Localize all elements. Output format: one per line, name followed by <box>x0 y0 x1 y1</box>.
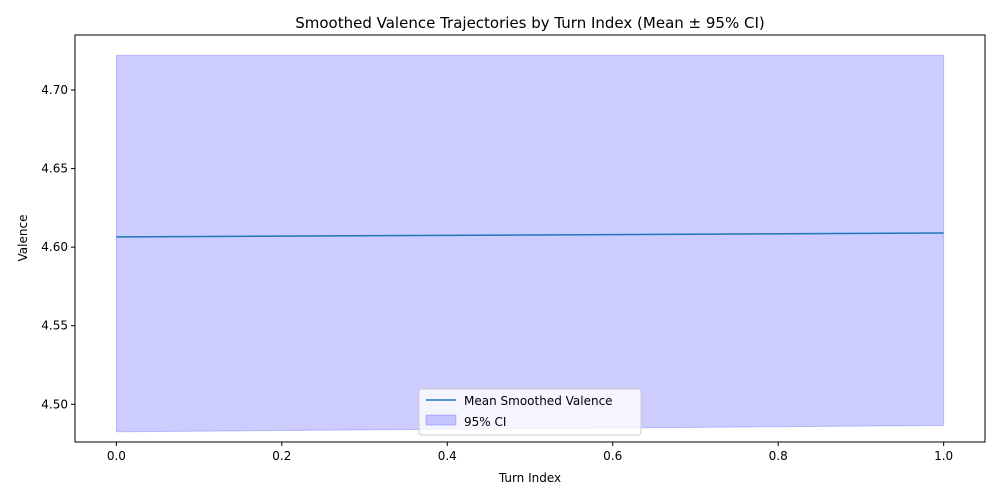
chart-title: Smoothed Valence Trajectories by Turn In… <box>295 14 764 32</box>
ci-band <box>115 54 945 433</box>
x-tick-label: 0.4 <box>438 449 457 463</box>
y-tick-label: 4.70 <box>41 83 68 97</box>
y-tick-label: 4.55 <box>41 319 68 333</box>
legend-label-ci: 95% CI <box>464 415 506 429</box>
x-tick-label: 0.8 <box>769 449 788 463</box>
x-tick-label: 0.2 <box>272 449 291 463</box>
x-tick-label: 1.0 <box>934 449 953 463</box>
y-tick-label: 4.65 <box>41 162 68 176</box>
legend: Mean Smoothed Valence 95% CI <box>418 388 642 436</box>
y-axis-label: Valence <box>16 215 30 262</box>
x-axis: 0.0 0.2 0.4 0.6 0.8 1.0 <box>107 442 953 463</box>
plot-frame <box>74 34 986 443</box>
plot-area <box>115 54 945 433</box>
legend-box <box>418 388 642 436</box>
x-axis-label: Turn Index <box>498 471 561 485</box>
legend-swatch-ci <box>425 414 457 426</box>
x-tick-label: 0.0 <box>107 449 126 463</box>
y-axis: 4.50 4.55 4.60 4.65 4.70 <box>41 83 75 411</box>
y-tick-label: 4.60 <box>41 240 68 254</box>
mean-line <box>116 232 944 238</box>
legend-label-mean: Mean Smoothed Valence <box>464 394 613 408</box>
y-tick-label: 4.50 <box>41 397 68 411</box>
x-tick-label: 0.6 <box>603 449 622 463</box>
